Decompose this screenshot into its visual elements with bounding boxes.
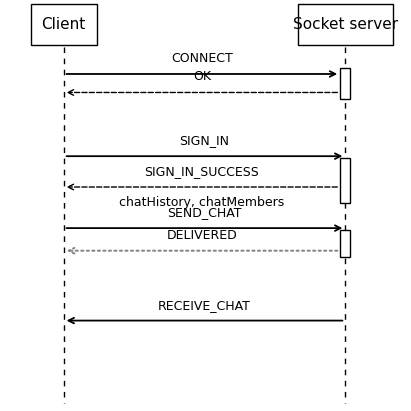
- Text: DELIVERED: DELIVERED: [166, 229, 237, 242]
- Text: SEND_CHAT: SEND_CHAT: [167, 206, 242, 219]
- Bar: [31, 4, 97, 45]
- Text: Client: Client: [42, 17, 86, 32]
- Text: Socket server: Socket server: [293, 17, 398, 32]
- Text: SIGN_IN_SUCCESS: SIGN_IN_SUCCESS: [145, 165, 259, 178]
- Text: CONNECT: CONNECT: [171, 52, 233, 65]
- Bar: [340, 158, 351, 203]
- Text: OK: OK: [193, 70, 211, 83]
- Bar: [340, 68, 351, 99]
- Text: chatHistory, chatMembers: chatHistory, chatMembers: [119, 196, 284, 209]
- Text: RECEIVE_CHAT: RECEIVE_CHAT: [158, 298, 251, 312]
- Text: SIGN_IN: SIGN_IN: [180, 134, 229, 147]
- Bar: [298, 4, 393, 45]
- Bar: [340, 230, 351, 257]
